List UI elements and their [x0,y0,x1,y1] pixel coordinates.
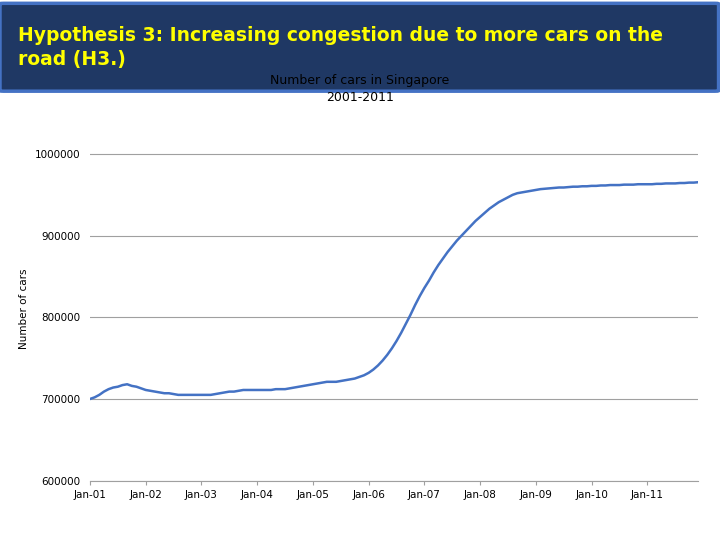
Text: Hypothesis 3: Increasing congestion due to more cars on the
road (H3.): Hypothesis 3: Increasing congestion due … [18,26,663,69]
FancyBboxPatch shape [0,3,719,91]
Text: Number of cars in Singapore
2001-2011: Number of cars in Singapore 2001-2011 [271,74,449,104]
Y-axis label: Number of cars: Number of cars [19,269,29,349]
